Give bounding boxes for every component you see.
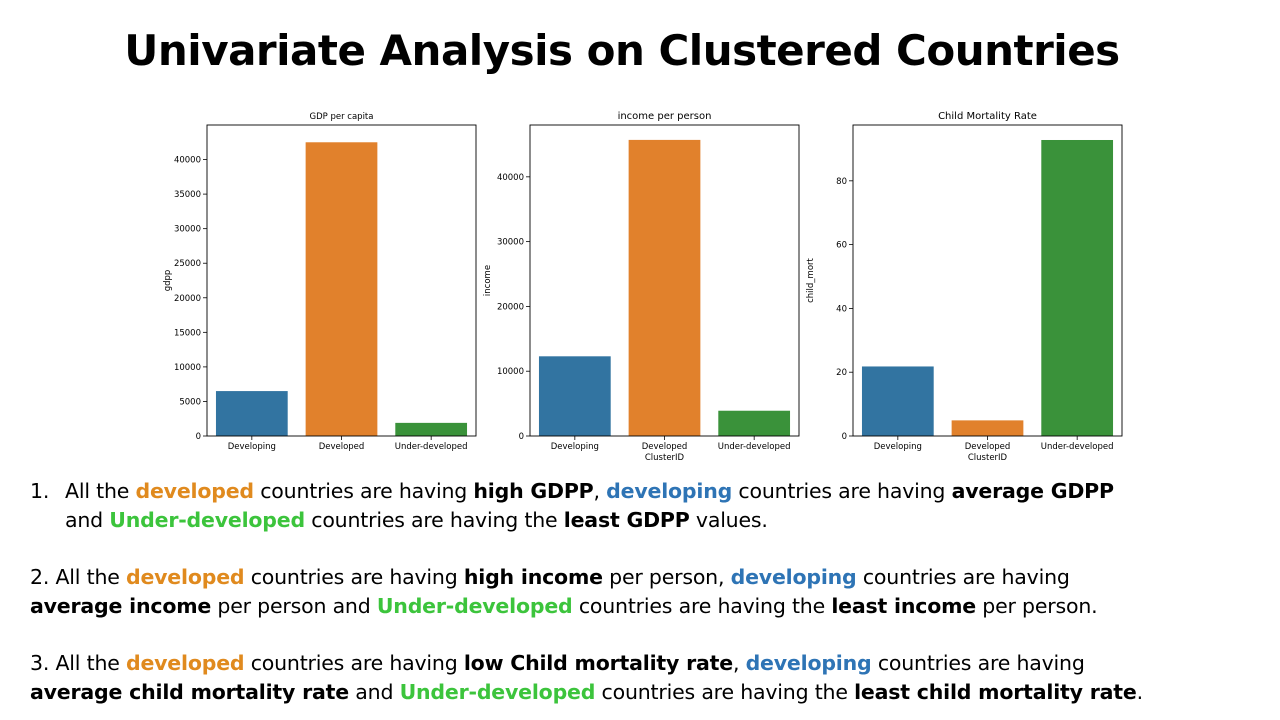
x-axis-label: ClusterID (968, 453, 1008, 463)
y-tick-label: 0 (842, 432, 847, 442)
p3-under-developed: Under-developed (399, 679, 596, 704)
p1-developed: developed (135, 479, 255, 503)
p1-text-g: values. (689, 507, 768, 532)
y-tick-label: 5000 (179, 397, 201, 407)
x-tick-label: Under-developed (718, 442, 791, 452)
p2-text-a: 2. All the (30, 565, 126, 589)
p2-developing: developing (730, 565, 857, 589)
plot-frame (852, 124, 1123, 437)
p3-average: average child mortality rate (30, 679, 349, 704)
p2-high: high income (463, 565, 603, 589)
p3-text-d: countries are having (871, 651, 1085, 675)
p1-text-f: countries are having the (304, 507, 564, 532)
p3-developing: developing (745, 651, 872, 675)
point-3: 3. All the developed countries are havin… (30, 649, 1270, 706)
y-tick-label: 20 (836, 368, 847, 378)
p2-text-g: per person. (975, 593, 1098, 618)
y-tick-label: 25000 (174, 259, 201, 269)
p2-text-c: per person, (602, 565, 731, 589)
bar-1-developed (305, 142, 378, 436)
x-tick-label: Developed (965, 442, 1011, 452)
p3-low: low Child mortality rate (463, 651, 733, 675)
y-tick-label: 80 (836, 177, 847, 187)
chart-title: income per person (618, 111, 712, 122)
p3-text-g: . (1136, 679, 1144, 704)
x-tick-label: Under-developed (395, 442, 468, 452)
bar-3-developed (951, 420, 1024, 436)
y-tick-label: 10000 (174, 363, 201, 373)
p2-text-d: countries are having (856, 565, 1070, 589)
y-tick-label: 60 (836, 241, 847, 251)
x-tick-label: Developing (551, 442, 599, 452)
charts-area: Developing Developed Under-developed 0 5000 1… (163, 111, 1123, 463)
bar-3-developing (861, 366, 934, 436)
p1-text-a: All the (65, 479, 136, 503)
p2-developed: developed (125, 565, 245, 589)
p2-average: average income (30, 593, 212, 618)
p1-under-developed: Under-developed (109, 507, 305, 532)
p3-text-f: countries are having the (595, 679, 855, 704)
y-tick-label: 20000 (174, 294, 201, 304)
p1-text-c: , (593, 479, 607, 503)
p1-text-b: countries are having (253, 479, 474, 503)
chart-title: Child Mortality Rate (938, 111, 1037, 122)
y-axis-label: income (483, 265, 493, 296)
x-tick-label: Developed (642, 442, 688, 452)
point-1-number: 1. (30, 479, 50, 503)
p3-text-a: 3. All the (30, 651, 126, 675)
p3-text-e: and (348, 679, 400, 704)
p1-least: least GDPP (563, 507, 690, 532)
y-tick-label: 40 (836, 304, 847, 314)
chart-title: GDP per capita (310, 112, 374, 122)
y-tick-label: 40000 (174, 156, 201, 166)
p2-text-b: countries are having (244, 565, 464, 589)
p2-text-f: countries are having the (572, 593, 832, 618)
y-tick-label: 35000 (174, 190, 201, 200)
p2-least: least income (831, 593, 976, 618)
p1-developing: developing (606, 479, 733, 503)
page-title: Univariate Analysis on Clustered Countri… (124, 26, 1120, 75)
x-tick-label: Developing (874, 442, 922, 452)
p1-text-d: countries are having (732, 479, 952, 503)
y-axis-label: child_mort (806, 257, 816, 302)
y-tick-label: 0 (196, 432, 201, 442)
bar-2-developed (628, 139, 701, 436)
bar-1-under-developed (395, 422, 468, 436)
plot-frame (529, 124, 800, 437)
bar-2-under-developed (718, 410, 791, 436)
p2-text-e: per person and (211, 593, 377, 618)
bar-1-developing (215, 391, 288, 436)
x-tick-label: Under-developed (1041, 442, 1114, 452)
y-tick-label: 30000 (497, 238, 524, 248)
p2-under-developed: Under-developed (376, 593, 573, 618)
plot-frame (206, 124, 477, 437)
point-1: 1. All the developed countries are having… (30, 477, 1270, 534)
y-tick-label: 20000 (497, 302, 524, 312)
y-tick-label: 30000 (174, 225, 201, 235)
bar-3-under-developed (1041, 139, 1114, 436)
p3-text-b: countries are having (244, 651, 464, 675)
x-tick-label: Developed (319, 442, 365, 452)
y-tick-label: 15000 (174, 328, 201, 338)
x-tick-label: Developing (228, 442, 276, 452)
y-axis-label: gdpp (163, 270, 173, 292)
p3-least: least child mortality rate (854, 679, 1137, 704)
x-axis-label: ClusterID (645, 453, 685, 463)
y-tick-label: 10000 (497, 367, 524, 377)
p1-average: average GDPP (951, 479, 1114, 503)
p3-developed: developed (125, 651, 245, 675)
y-tick-label: 40000 (497, 173, 524, 183)
bar-2-developing (538, 356, 611, 436)
p1-high: high GDPP (473, 479, 594, 503)
y-tick-label: 0 (519, 432, 524, 442)
point-2: 2. All the developed countries are havin… (30, 563, 1270, 620)
p3-text-c: , (732, 651, 746, 675)
p1-text-e: and (65, 507, 110, 532)
